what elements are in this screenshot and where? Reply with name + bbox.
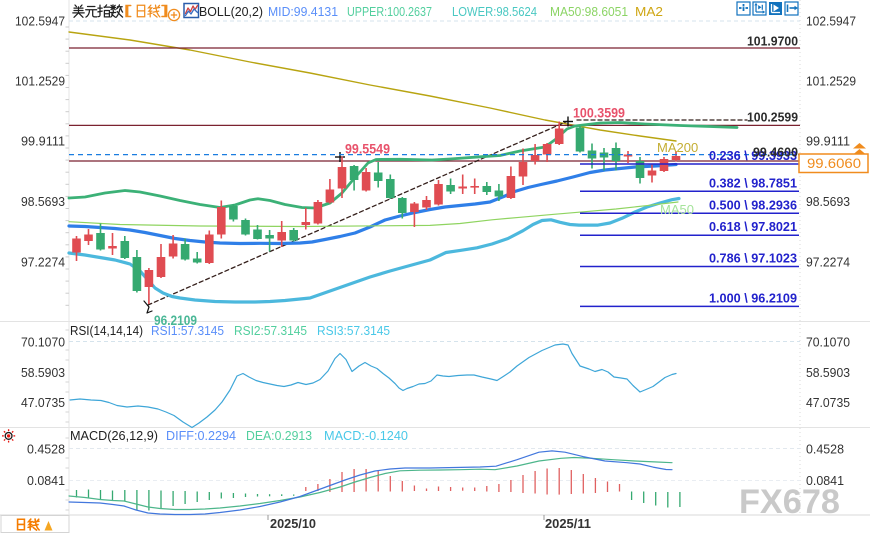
svg-text:0.382 \ 98.7851: 0.382 \ 98.7851 <box>709 175 797 190</box>
svg-text:RSI(14,14,14): RSI(14,14,14) <box>70 323 143 338</box>
svg-text:0.4528: 0.4528 <box>806 442 844 457</box>
svg-text:99.9111: 99.9111 <box>21 134 65 149</box>
svg-text:102.5947: 102.5947 <box>806 14 856 29</box>
svg-text:97.2274: 97.2274 <box>21 255 65 270</box>
svg-text:58.5903: 58.5903 <box>21 365 65 380</box>
svg-text:99.6060: 99.6060 <box>807 155 861 171</box>
svg-text:98.5693: 98.5693 <box>806 194 850 209</box>
svg-text:99.5549: 99.5549 <box>345 142 390 157</box>
svg-text:MACD:-0.1240: MACD:-0.1240 <box>324 428 408 443</box>
svg-text:101.2529: 101.2529 <box>806 74 856 89</box>
svg-text:1.000 \ 96.2109: 1.000 \ 96.2109 <box>709 290 797 305</box>
svg-text:47.0735: 47.0735 <box>806 395 850 410</box>
svg-text:70.1070: 70.1070 <box>21 335 65 350</box>
svg-text:MA2: MA2 <box>635 4 663 19</box>
svg-text:70.1070: 70.1070 <box>806 335 850 350</box>
svg-text:98.5693: 98.5693 <box>21 194 65 209</box>
svg-text:0.236 \ 99.3933: 0.236 \ 99.3933 <box>709 148 797 163</box>
svg-text:0.0841: 0.0841 <box>806 473 844 488</box>
svg-text:BOLL(20,2): BOLL(20,2) <box>199 4 263 19</box>
svg-text:99.4600: 99.4600 <box>753 145 798 160</box>
svg-text:MACD(26,12,9): MACD(26,12,9) <box>70 428 158 443</box>
svg-text:DIFF:0.2294: DIFF:0.2294 <box>166 428 236 443</box>
svg-text:RSI1:57.3145: RSI1:57.3145 <box>151 323 224 338</box>
svg-text:RSI2:57.3145: RSI2:57.3145 <box>234 323 307 338</box>
svg-text:RSI3:57.3145: RSI3:57.3145 <box>317 323 390 338</box>
svg-text:0.786 \ 97.1023: 0.786 \ 97.1023 <box>709 251 797 266</box>
svg-text:0.500 \ 98.2936: 0.500 \ 98.2936 <box>709 197 797 212</box>
svg-text:101.9700: 101.9700 <box>747 34 798 49</box>
svg-text:97.2274: 97.2274 <box>806 255 850 270</box>
svg-text:LOWER:98.5624: LOWER:98.5624 <box>452 4 537 19</box>
svg-text:MID:99.4131: MID:99.4131 <box>268 4 338 19</box>
svg-text:96.2109: 96.2109 <box>154 313 197 328</box>
svg-text:58.5903: 58.5903 <box>806 365 850 380</box>
svg-text:100.2599: 100.2599 <box>747 110 798 125</box>
svg-text:2025/10: 2025/10 <box>270 516 316 531</box>
svg-text:99.9111: 99.9111 <box>806 134 850 149</box>
svg-text:UPPER:100.2637: UPPER:100.2637 <box>347 4 432 19</box>
svg-text:2025/11: 2025/11 <box>545 516 591 531</box>
svg-text:FX678: FX678 <box>739 483 840 521</box>
svg-text:MA50: MA50 <box>660 202 694 217</box>
svg-text:DEA:0.2913: DEA:0.2913 <box>246 428 312 443</box>
svg-text:MA200: MA200 <box>657 140 698 155</box>
svg-text:0.4528: 0.4528 <box>27 442 65 457</box>
svg-text:0.618 \ 97.8021: 0.618 \ 97.8021 <box>709 219 797 234</box>
svg-text:0.0841: 0.0841 <box>27 473 65 488</box>
svg-text:102.5947: 102.5947 <box>15 14 65 29</box>
svg-text:100.3599: 100.3599 <box>573 106 625 121</box>
svg-text:MA50:98.6051: MA50:98.6051 <box>550 4 628 19</box>
svg-text:101.2529: 101.2529 <box>15 74 65 89</box>
svg-text:47.0735: 47.0735 <box>21 395 65 410</box>
